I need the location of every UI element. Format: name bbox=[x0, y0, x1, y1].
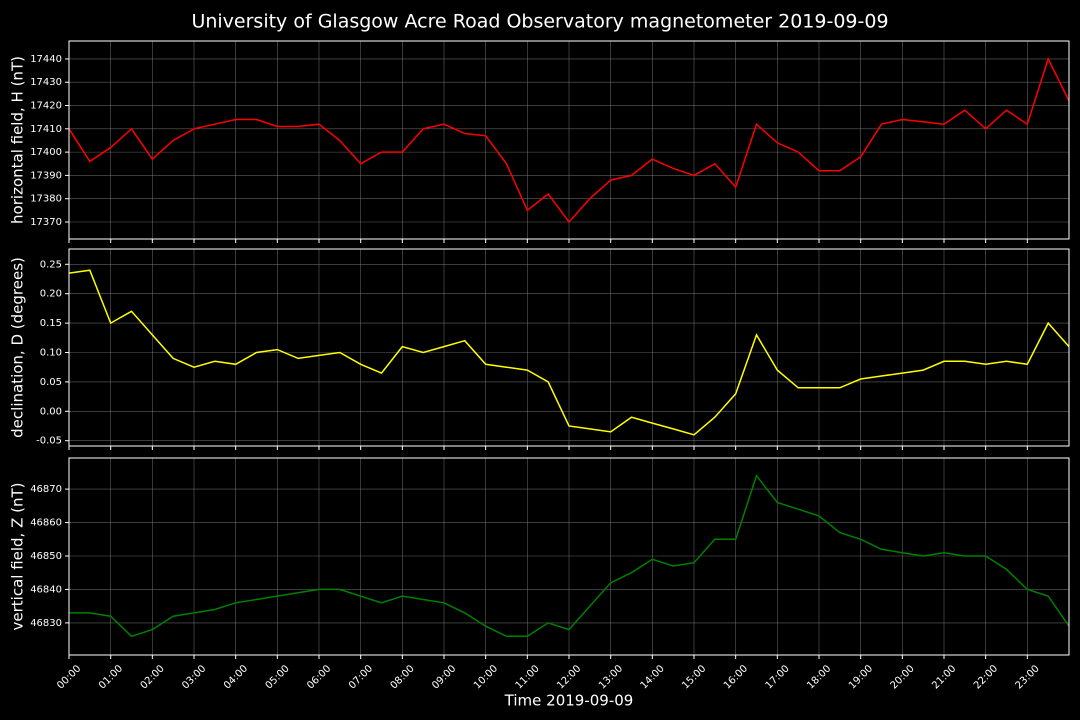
data-line bbox=[68, 269, 1070, 436]
y-tick-label: 17410 bbox=[30, 124, 62, 135]
x-tick-label: 19:00 bbox=[847, 663, 875, 691]
plot-frame bbox=[68, 248, 1070, 447]
x-tick-label: 01:00 bbox=[97, 663, 125, 691]
x-axis-label: Time 2019-09-09 bbox=[504, 692, 634, 710]
data-line bbox=[68, 56, 1070, 224]
x-tick-label: 00:00 bbox=[55, 663, 83, 691]
y-tick-label: 46840 bbox=[30, 584, 62, 595]
x-tick-label: 12:00 bbox=[555, 663, 583, 691]
chart-title: University of Glasgow Acre Road Observat… bbox=[191, 11, 888, 33]
x-tick-label: 11:00 bbox=[514, 663, 542, 691]
data-line bbox=[69, 474, 1070, 638]
plot-frame bbox=[68, 457, 1070, 656]
y-tick-label: 17440 bbox=[30, 54, 62, 65]
y-tick-label: 46850 bbox=[30, 551, 62, 562]
y-tick-label: 17430 bbox=[30, 77, 62, 88]
x-tick-label: 18:00 bbox=[805, 663, 833, 691]
x-tick-label: 15:00 bbox=[680, 663, 708, 691]
y-tick-label: 0.10 bbox=[40, 347, 62, 358]
y-tick-label: 0.20 bbox=[40, 289, 62, 300]
x-tick-label: 06:00 bbox=[305, 663, 333, 691]
y-axis-label: horizontal field, H (nT) bbox=[9, 56, 27, 224]
x-tick-label: 23:00 bbox=[1014, 663, 1042, 691]
y-tick-label: 46860 bbox=[30, 518, 62, 529]
x-tick-label: 03:00 bbox=[180, 663, 208, 691]
y-tick-label: 17390 bbox=[30, 170, 62, 181]
x-tick-label: 04:00 bbox=[222, 663, 250, 691]
y-tick-label: 46870 bbox=[30, 484, 62, 495]
y-axis-label: declination, D (degrees) bbox=[9, 257, 27, 438]
x-tick-label: 07:00 bbox=[347, 663, 375, 691]
x-tick-label: 10:00 bbox=[472, 663, 500, 691]
x-tick-label: 20:00 bbox=[889, 663, 917, 691]
x-tick-label: 02:00 bbox=[139, 663, 167, 691]
y-tick-label: 0.00 bbox=[40, 406, 62, 417]
y-tick-label: 17420 bbox=[30, 101, 62, 112]
y-tick-label: 0.05 bbox=[40, 377, 62, 388]
y-tick-label: 46830 bbox=[30, 618, 62, 629]
plot-frame bbox=[68, 40, 1070, 240]
y-tick-label: 17380 bbox=[30, 194, 62, 205]
y-axis-label: vertical field, Z (nT) bbox=[9, 482, 27, 630]
x-tick-label: 05:00 bbox=[264, 663, 292, 691]
x-tick-label: 09:00 bbox=[430, 663, 458, 691]
x-tick-label: 22:00 bbox=[972, 663, 1000, 691]
x-tick-label: 21:00 bbox=[930, 663, 958, 691]
y-tick-label: 17370 bbox=[30, 217, 62, 228]
y-tick-label: 0.25 bbox=[40, 259, 62, 270]
y-tick-label: 0.15 bbox=[40, 318, 62, 329]
x-tick-label: 13:00 bbox=[597, 663, 625, 691]
y-tick-label: 17400 bbox=[30, 147, 62, 158]
x-tick-label: 17:00 bbox=[764, 663, 792, 691]
x-tick-label: 08:00 bbox=[389, 663, 417, 691]
y-tick-label: -0.05 bbox=[36, 436, 62, 447]
x-tick-label: 16:00 bbox=[722, 663, 750, 691]
x-tick-label: 14:00 bbox=[639, 663, 667, 691]
